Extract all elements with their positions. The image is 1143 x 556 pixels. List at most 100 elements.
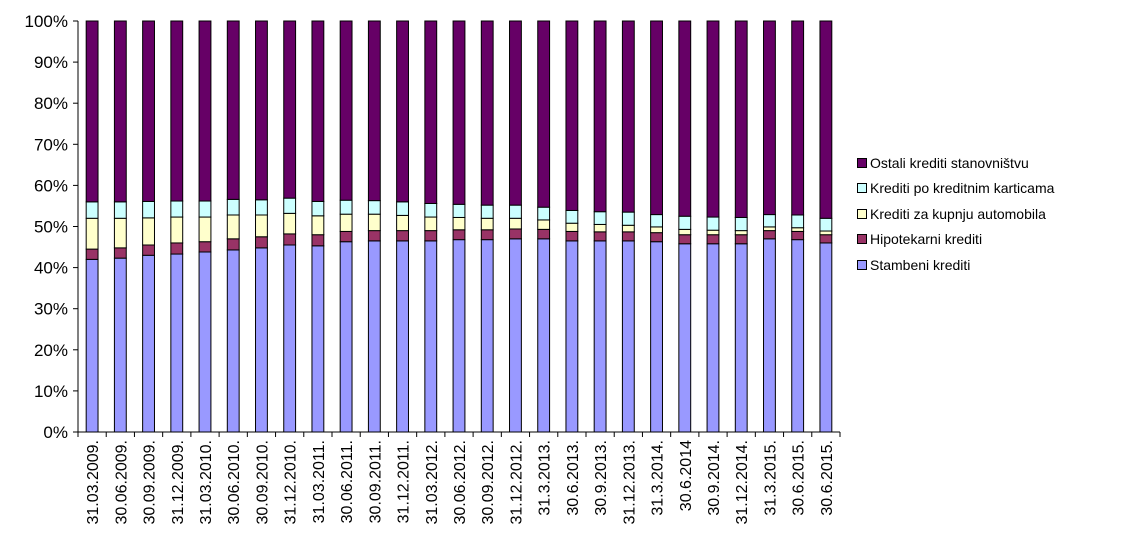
bar-segment-2: [706, 234, 720, 245]
bar-segment-3: [85, 217, 99, 250]
x-tick-label: 30.9.2013.: [593, 440, 610, 516]
bar-segment-5: [396, 20, 409, 203]
bar-segment-2: [791, 230, 805, 241]
bar-segment-3: [678, 228, 692, 236]
y-tick-label: 30%: [34, 300, 68, 319]
bar-segment-2: [734, 234, 748, 245]
x-tick-label: 30.06.2011.: [339, 440, 356, 523]
bar-segment-1: [452, 239, 466, 433]
bar-segment-2: [565, 230, 579, 242]
bar-segment-3: [763, 226, 776, 232]
bar-segment-4: [113, 201, 127, 219]
y-tick-label: 60%: [34, 176, 68, 195]
bar-segment-5: [367, 20, 381, 202]
bar-segment-4: [367, 200, 381, 215]
x-tick-label: 31.03.2012.: [424, 440, 441, 525]
bar-segment-5: [734, 20, 748, 218]
bar-segment-1: [537, 238, 551, 433]
bar-segment-3: [142, 217, 155, 246]
bar-segment-1: [142, 254, 155, 433]
bar-segment-2: [593, 231, 607, 242]
x-tick-label: 30.06.2012.: [452, 440, 469, 525]
bar-segment-5: [85, 20, 99, 203]
bar-segment-5: [819, 20, 833, 219]
bar-segment-4: [734, 216, 748, 232]
y-tick-label: 90%: [34, 53, 68, 72]
bar-segment-3: [621, 224, 635, 233]
legend-swatch: [857, 234, 867, 245]
bar-segment-1: [226, 249, 240, 433]
y-tick-label: 100%: [25, 12, 68, 31]
y-tick-label: 10%: [34, 382, 68, 401]
bar-segment-3: [170, 216, 184, 244]
bar-segment-4: [791, 214, 805, 229]
bar-segment-3: [255, 214, 268, 238]
y-tick-label: 40%: [34, 259, 68, 278]
legend-item-stambeni: Stambeni krediti: [857, 252, 1141, 278]
x-tick-label: 30.6.2015.: [819, 440, 836, 516]
bar-segment-1: [311, 245, 325, 433]
bar-segment-4: [142, 200, 155, 219]
x-tick-label: 30.6.2014: [678, 440, 695, 511]
bar-segment-4: [480, 204, 494, 219]
bar-segment-3: [452, 216, 466, 231]
bar-segment-2: [763, 230, 776, 240]
bar-segment-1: [565, 240, 579, 433]
legend-item-hipotekarni: Hipotekarni krediti: [857, 227, 1141, 253]
bar-segment-4: [537, 206, 551, 221]
bar-segment-5: [424, 20, 438, 204]
bar-segment-3: [311, 215, 325, 236]
bar-segment-4: [565, 209, 579, 224]
bar-segment-2: [142, 244, 155, 256]
bar-segment-1: [791, 239, 805, 433]
bar-segment-4: [424, 202, 438, 218]
x-tick-label: 31.3.2013.: [537, 440, 554, 516]
x-tick-label: 30.06.2010.: [226, 440, 243, 525]
legend-label: Krediti za kupnju automobila: [870, 205, 1046, 222]
bar-segment-4: [198, 200, 212, 218]
bar-segment-3: [537, 219, 551, 230]
bar-segment-3: [339, 213, 353, 232]
bar-segment-4: [452, 203, 466, 218]
bar-segment-3: [367, 213, 381, 232]
bar-segment-3: [480, 217, 494, 231]
bar-segment-3: [819, 230, 833, 236]
x-tick-label: 30.09.2010.: [254, 440, 271, 525]
bar-segment-4: [255, 199, 268, 216]
bar-segment-4: [85, 201, 99, 219]
legend-item-kartice: Krediti po kreditnim karticama: [857, 176, 1141, 202]
x-tick-label: 30.09.2012.: [480, 440, 497, 525]
y-tick-label: 20%: [34, 341, 68, 360]
legend-label: Stambeni krediti: [870, 256, 971, 273]
bar-segment-1: [170, 253, 184, 433]
bar-segment-4: [621, 211, 635, 226]
bar-segment-2: [85, 248, 99, 260]
legend-swatch: [857, 183, 867, 194]
bar-segment-2: [650, 232, 663, 243]
bar-segment-4: [593, 211, 607, 225]
legend-item-automobili: Krediti za kupnju automobila: [857, 201, 1141, 227]
bar-segment-3: [396, 214, 409, 232]
x-tick-label: 31.03.2010.: [198, 440, 215, 525]
bar-segment-5: [339, 20, 353, 201]
bar-segment-1: [424, 240, 438, 433]
legend-label: Krediti po kreditnim karticama: [870, 180, 1055, 197]
bar-segment-3: [283, 212, 297, 235]
bar-segment-1: [509, 238, 522, 433]
bar-segment-2: [819, 234, 833, 244]
bar-segment-5: [650, 20, 663, 216]
x-tick-label: 30.06.2009.: [113, 440, 130, 525]
bar-segment-1: [255, 247, 268, 433]
bar-segment-2: [452, 229, 466, 241]
x-tick-label: 31.12.2013.: [621, 440, 638, 525]
bar-segment-2: [283, 233, 297, 246]
bar-segment-4: [170, 200, 184, 218]
bar-segment-5: [452, 20, 466, 205]
bar-segment-1: [339, 241, 353, 433]
x-tick-label: 31.03.2011.: [311, 440, 328, 523]
x-tick-label: 31.12.2009.: [170, 440, 187, 525]
bar-segment-5: [113, 20, 127, 203]
bar-segment-3: [593, 223, 607, 233]
bar-segment-2: [311, 234, 325, 247]
y-axis: 0% 10% 20% 30% 40% 50% 60% 70% 80% 90% 100%: [25, 12, 79, 442]
